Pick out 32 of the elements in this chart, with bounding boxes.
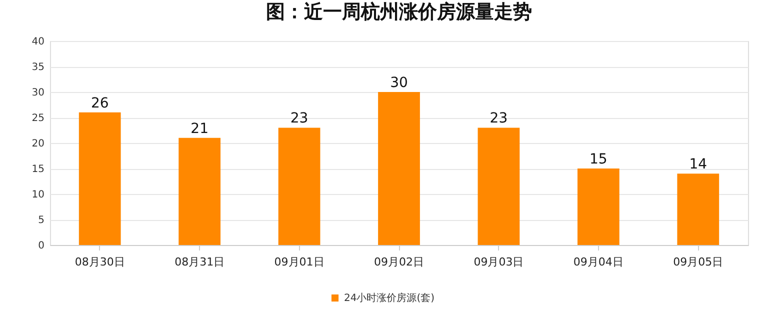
y-tick-label: 30 [32, 88, 44, 98]
y-tick-label: 20 [32, 138, 44, 150]
bar [378, 92, 420, 245]
data-label: 26 [90, 95, 109, 112]
y-tick-label: 15 [32, 164, 44, 175]
bar [577, 168, 620, 245]
x-tick-label: 09月03日 [474, 256, 524, 268]
y-tick-label: 10 [32, 190, 44, 200]
data-label: 14 [689, 156, 708, 173]
x-tick-label: 09月04日 [573, 256, 624, 268]
x-tick-label: 08月30日 [74, 256, 125, 268]
data-label: 23 [290, 110, 308, 127]
y-tick-label: 25 [32, 113, 44, 124]
bar [78, 112, 121, 245]
x-tick-label: 08月31日 [174, 256, 225, 268]
y-tick-label: 35 [32, 62, 44, 73]
x-tick-label: 09月01日 [274, 256, 324, 268]
legend-label: 24小时涨价房源(套) [344, 292, 435, 304]
data-label: 23 [490, 110, 508, 127]
bar [278, 128, 320, 245]
y-tick-label: 5 [38, 215, 44, 226]
data-label: 15 [590, 152, 608, 168]
y-tick-label: 0 [38, 240, 44, 252]
data-label: 21 [190, 120, 208, 137]
chart-title: 图：近一周杭州涨价房源量走势 [266, 1, 532, 23]
bar [178, 138, 221, 245]
bar [677, 174, 720, 245]
y-tick-label: 40 [32, 36, 44, 48]
x-tick-label: 09月05日 [673, 256, 724, 268]
data-label: 30 [390, 75, 408, 91]
bar [478, 128, 520, 245]
x-tick-label: 09月02日 [374, 256, 424, 268]
